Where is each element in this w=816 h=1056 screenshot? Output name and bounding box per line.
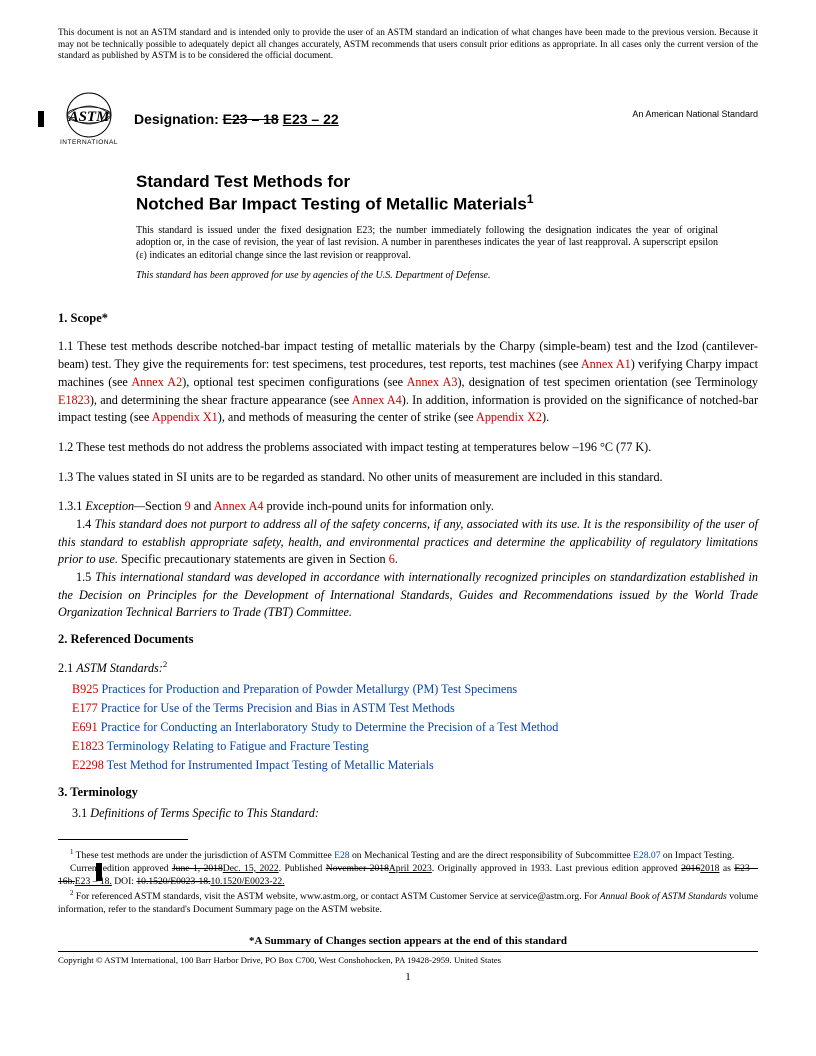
ref-item: E2298 Test Method for Instrumented Impac… xyxy=(72,756,758,775)
link-annex-a4[interactable]: Annex A4 xyxy=(352,393,402,407)
scope-1.2: 1.2 These test methods do not address th… xyxy=(58,439,758,457)
astm-logo: ASTM INTERNATIONAL xyxy=(58,91,120,147)
footnote-rule xyxy=(58,839,188,844)
link-annex-a4b[interactable]: Annex A4 xyxy=(214,499,264,513)
disclaimer-text: This document is not an ASTM standard an… xyxy=(58,28,758,63)
title-line1: Standard Test Methods for xyxy=(136,171,758,192)
footnote-1: 1 These test methods are under the juris… xyxy=(58,848,758,863)
ref-id[interactable]: E691 xyxy=(72,720,98,734)
svg-text:ASTM: ASTM xyxy=(68,109,111,125)
ref-id[interactable]: E177 xyxy=(72,701,98,715)
ref-title[interactable]: Practice for Conducting an Interlaborato… xyxy=(101,720,559,734)
link-e1823[interactable]: E1823 xyxy=(58,393,90,407)
dod-note: This standard has been approved for use … xyxy=(136,270,758,281)
page-number: 1 xyxy=(58,971,758,983)
link-annex-a1[interactable]: Annex A1 xyxy=(581,357,631,371)
ref-item: E691 Practice for Conducting an Interlab… xyxy=(72,718,758,737)
link-appendix-x1[interactable]: Appendix X1 xyxy=(152,410,218,424)
scope-1.4: 1.4 This standard does not purport to ad… xyxy=(58,516,758,569)
revision-bar-fn xyxy=(96,863,102,881)
title-line2: Notched Bar Impact Testing of Metallic M… xyxy=(136,192,758,215)
scope-1.1: 1.1 These test methods describe notched-… xyxy=(58,338,758,426)
footnote-1b: Current edition approved June 1, 2018Dec… xyxy=(58,863,758,889)
scope-1.3: 1.3 The values stated in SI units are to… xyxy=(58,469,758,487)
refs-heading: 2. Referenced Documents xyxy=(58,632,758,647)
link-appendix-x2[interactable]: Appendix X2 xyxy=(476,410,542,424)
refs-sub: 2.1 ASTM Standards:2 xyxy=(58,659,758,676)
header-row: ASTM INTERNATIONAL Designation: E23 – 18… xyxy=(58,91,758,147)
summary-note: *A Summary of Changes section appears at… xyxy=(58,935,758,947)
scope-1.5: 1.5 This international standard was deve… xyxy=(58,569,758,622)
old-designation: E23 – 18 xyxy=(223,111,279,127)
link-annex-a2[interactable]: Annex A2 xyxy=(131,375,182,389)
link-e28.07[interactable]: E28.07 xyxy=(633,850,660,861)
intro-note: This standard is issued under the fixed … xyxy=(136,225,718,263)
link-annex-a3[interactable]: Annex A3 xyxy=(407,375,458,389)
footnote-2: 2 For referenced ASTM standards, visit t… xyxy=(58,889,758,917)
designation: Designation: E23 – 18 E23 – 22 xyxy=(134,111,339,127)
ref-list: B925 Practices for Production and Prepar… xyxy=(72,680,758,775)
ref-item: B925 Practices for Production and Prepar… xyxy=(72,680,758,699)
copyright: Copyright © ASTM International, 100 Barr… xyxy=(58,951,758,965)
ref-title[interactable]: Practices for Production and Preparation… xyxy=(101,682,517,696)
ref-id[interactable]: B925 xyxy=(72,682,98,696)
ref-title[interactable]: Test Method for Instrumented Impact Test… xyxy=(107,758,434,772)
ref-id[interactable]: E2298 xyxy=(72,758,104,772)
ref-id[interactable]: E1823 xyxy=(72,739,104,753)
svg-text:INTERNATIONAL: INTERNATIONAL xyxy=(60,139,118,146)
ref-item: E177 Practice for Use of the Terms Preci… xyxy=(72,699,758,718)
scope-1.3.1: 1.3.1 Exception—Section 9 and Annex A4 p… xyxy=(58,498,758,516)
scope-heading: 1. Scope* xyxy=(58,311,758,326)
term-heading: 3. Terminology xyxy=(58,785,758,800)
ref-title[interactable]: Practice for Use of the Terms Precision … xyxy=(101,701,455,715)
ref-title[interactable]: Terminology Relating to Fatigue and Frac… xyxy=(107,739,369,753)
term-sub: 3.1 Definitions of Terms Specific to Thi… xyxy=(72,806,758,821)
title-block: Standard Test Methods for Notched Bar Im… xyxy=(136,171,758,215)
new-designation: E23 – 22 xyxy=(283,111,339,127)
ans-label: An American National Standard xyxy=(632,109,758,119)
link-e28[interactable]: E28 xyxy=(334,850,349,861)
revision-bar xyxy=(38,111,44,127)
ref-item: E1823 Terminology Relating to Fatigue an… xyxy=(72,737,758,756)
